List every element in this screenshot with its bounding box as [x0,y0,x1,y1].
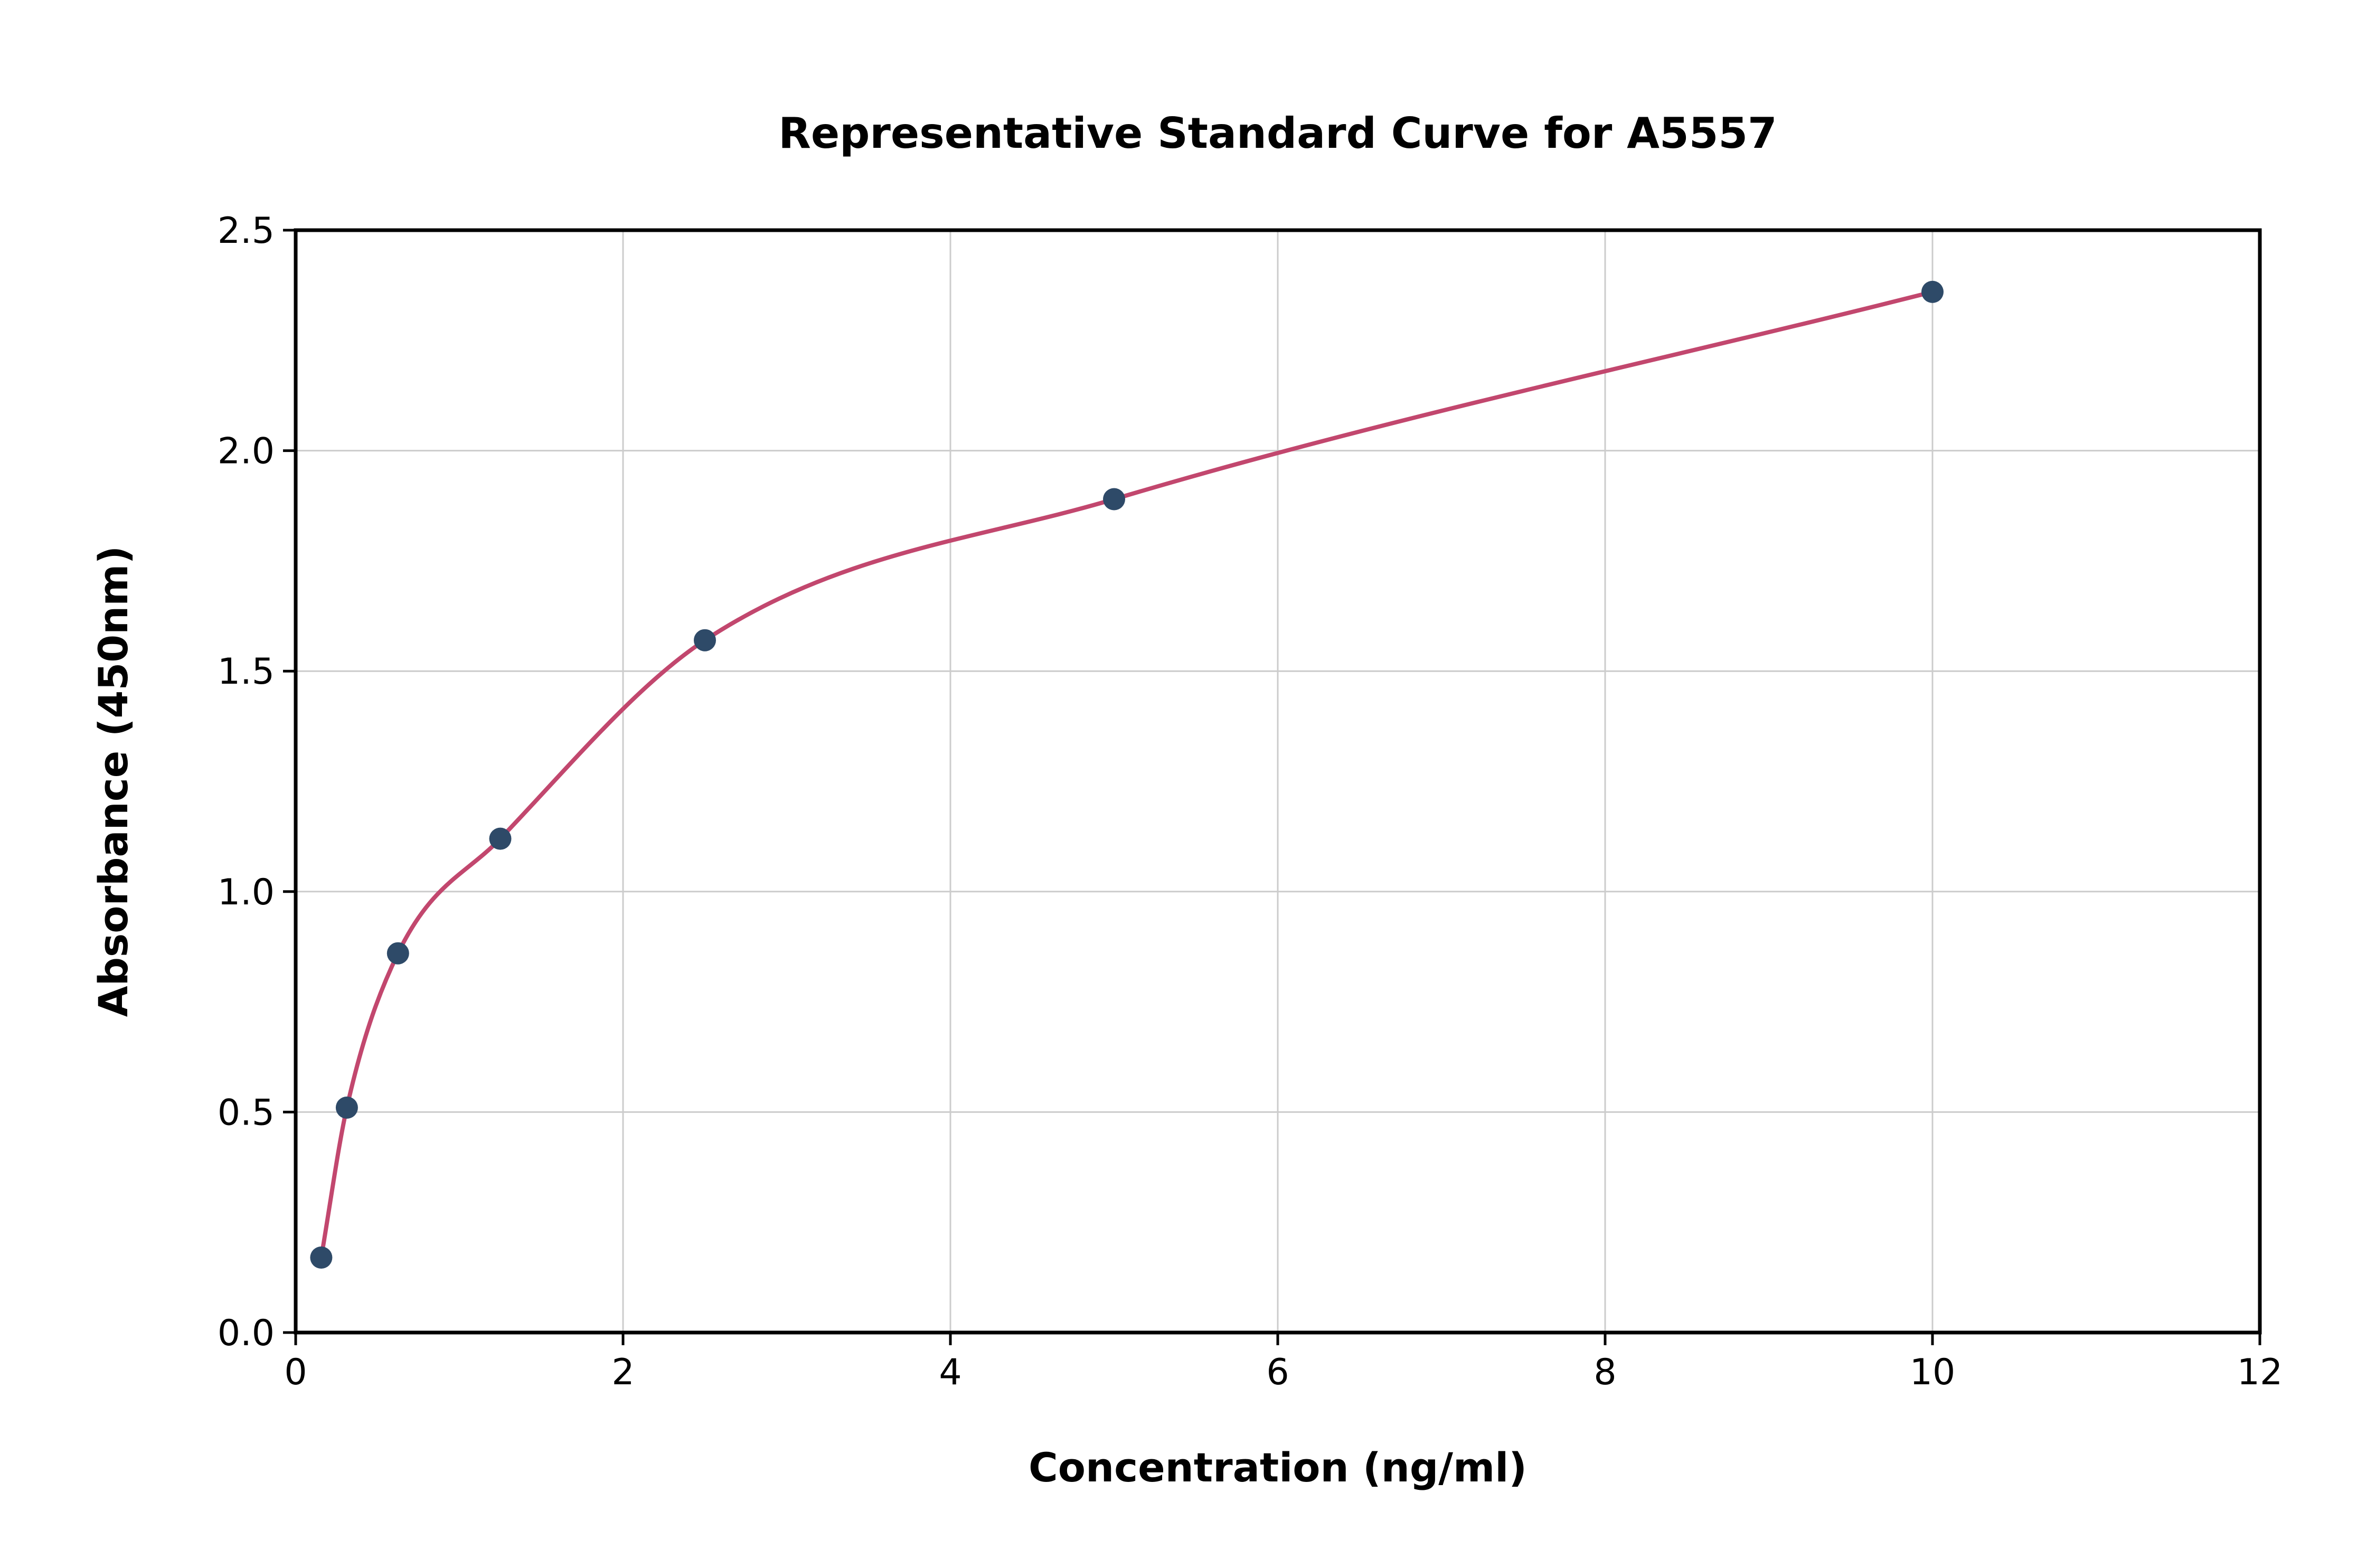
y-tick-label: 0.0 [218,1312,275,1354]
grid-layer [295,229,2261,1334]
data-point [1921,280,1944,303]
y-tick-label: 2.5 [218,210,275,252]
x-tick-label: 10 [1910,1352,1956,1393]
x-tick-label: 4 [939,1352,961,1393]
x-tick-label: 0 [284,1352,307,1393]
data-point [489,827,512,850]
chart-title: Representative Standard Curve for A5557 [778,109,1777,158]
data-point [1103,488,1125,511]
y-tick-label: 0.5 [218,1092,275,1134]
y-axis-label: Absorbance (450nm) [90,546,137,1017]
data-points-layer [310,280,1944,1269]
data-point [335,1097,358,1119]
x-tick-label: 12 [2237,1352,2283,1393]
x-tick-label: 2 [611,1352,634,1393]
data-point [694,629,716,651]
tick-layer: 0 2 4 6 8 10 12 0.0 0.5 1.0 1.5 2.0 2.5 [218,210,2283,1393]
y-tick-label: 1.5 [218,651,275,693]
x-tick-label: 8 [1594,1352,1616,1393]
y-tick-label: 1.0 [218,872,275,913]
data-point [310,1246,333,1269]
y-tick-label: 2.0 [218,431,275,473]
data-point [386,942,409,965]
x-tick-label: 6 [1266,1352,1289,1393]
x-axis-label: Concentration (ng/ml) [1029,1444,1527,1491]
fit-curve-line [319,289,1935,1260]
